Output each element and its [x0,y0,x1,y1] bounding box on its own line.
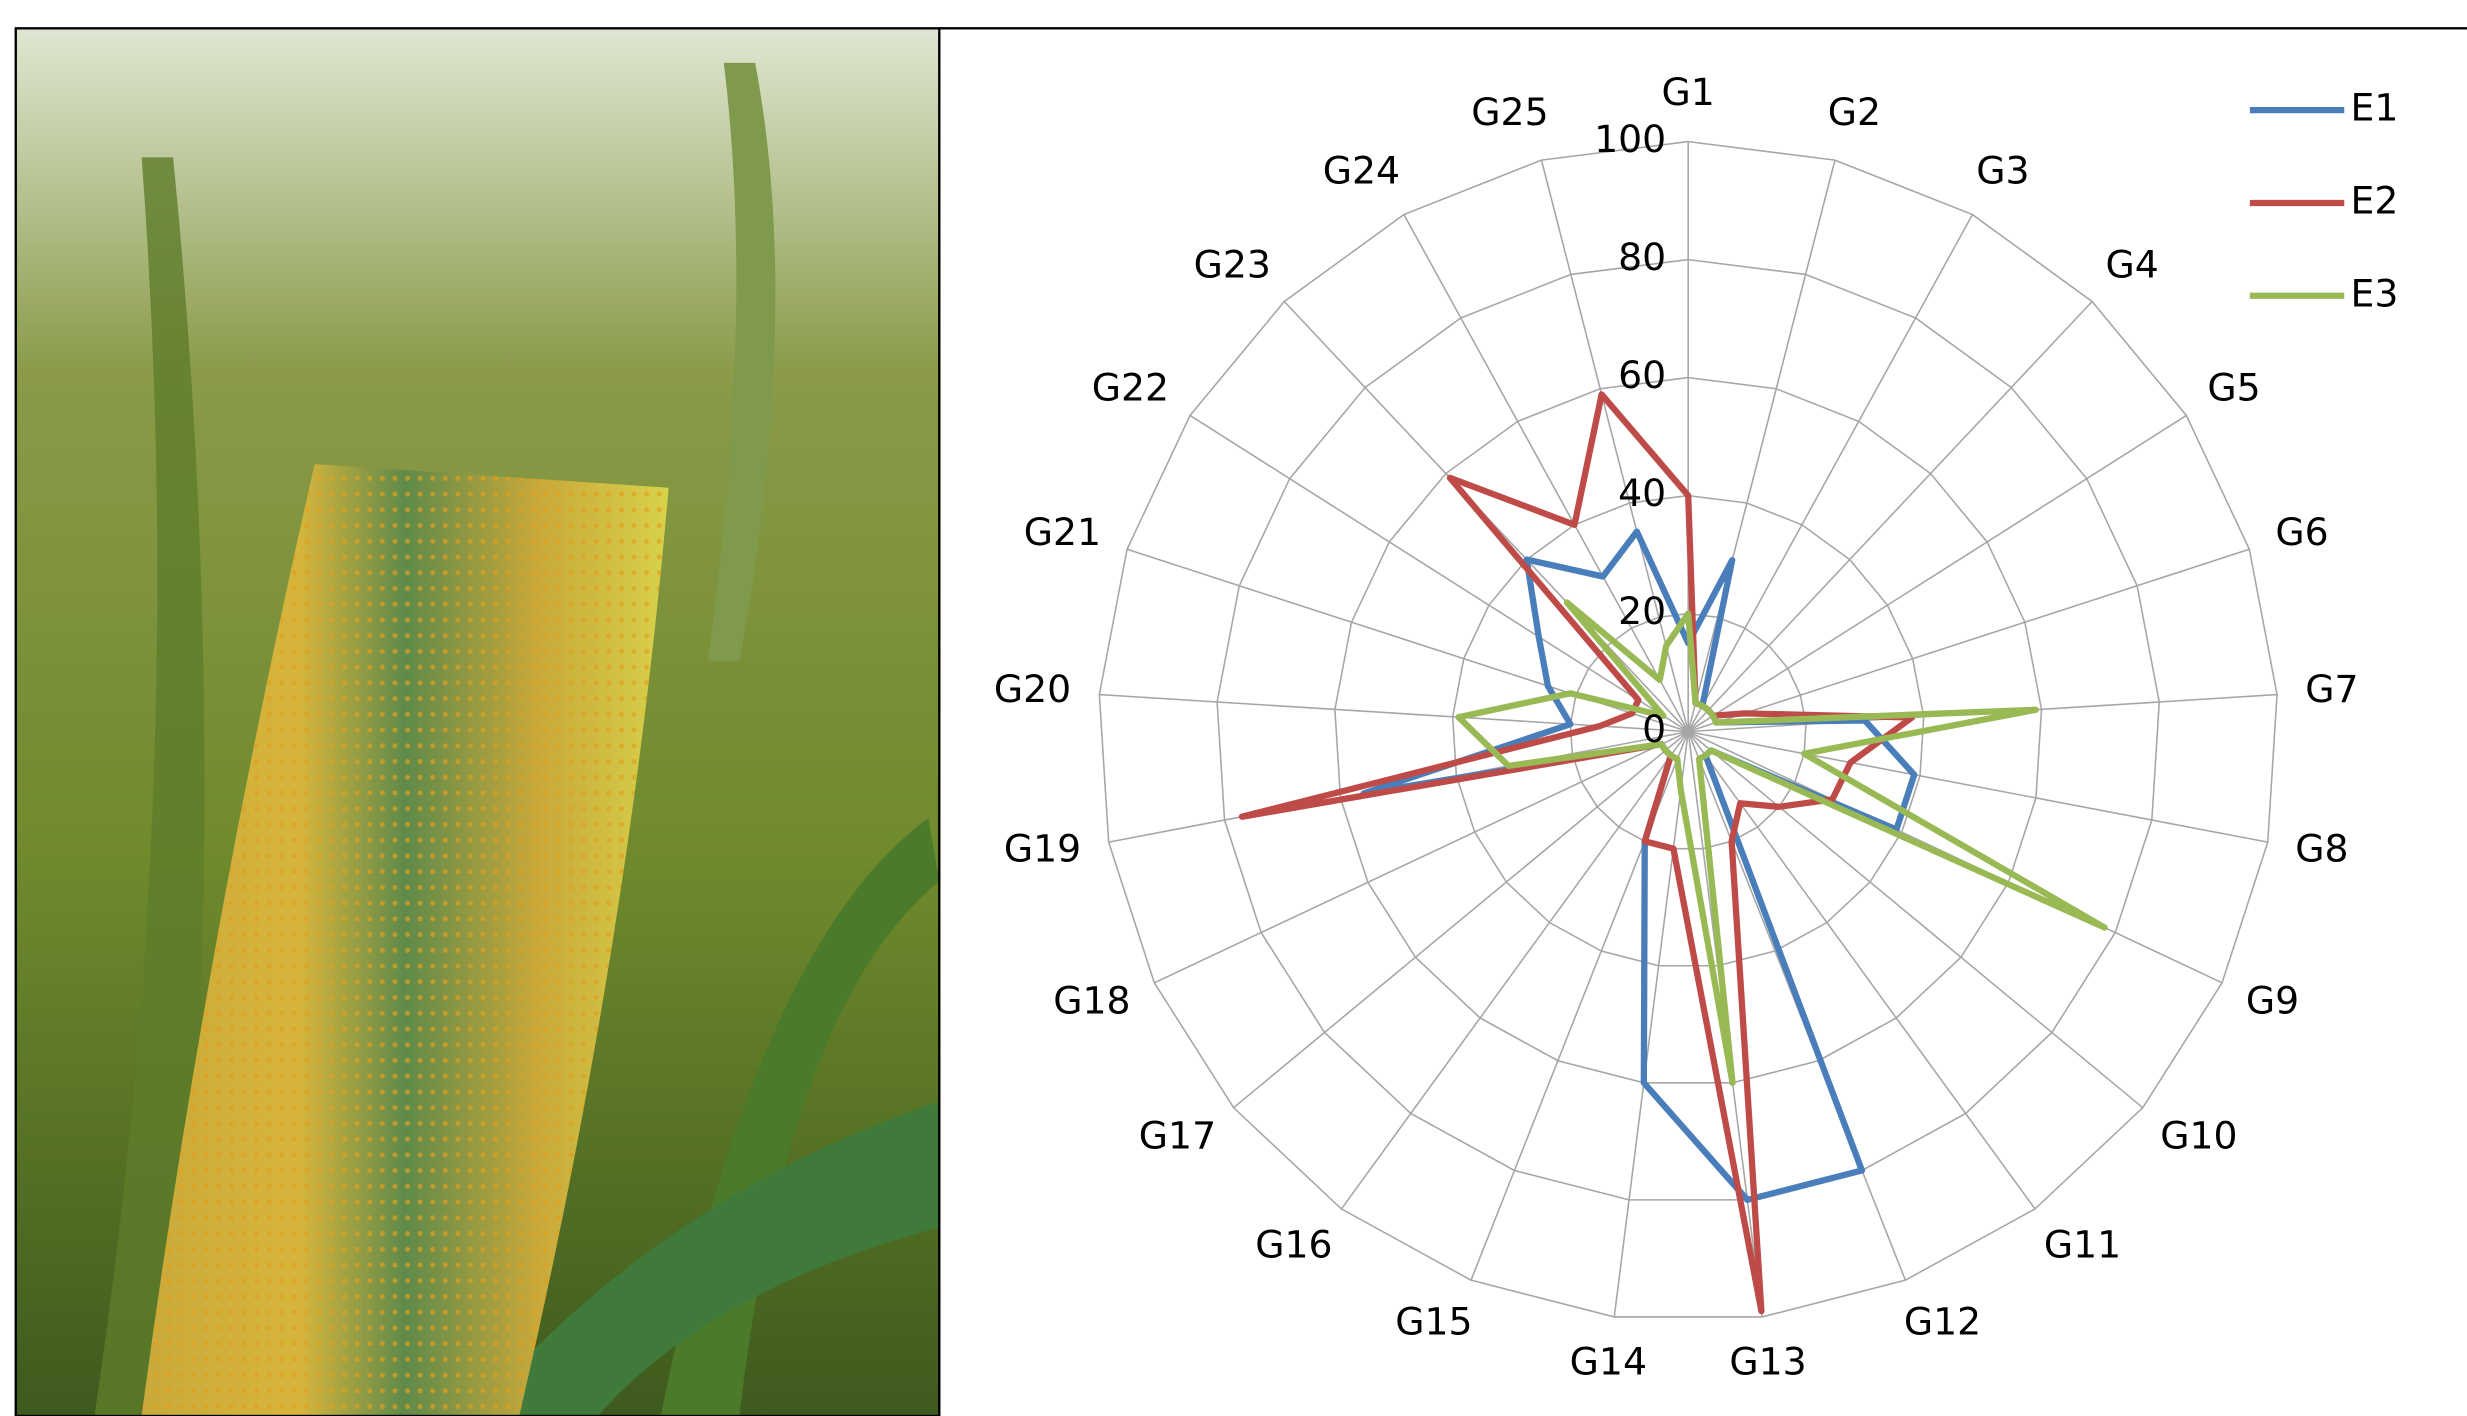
legend-label: E2 [2351,178,2399,222]
spoke [1688,415,2186,731]
category-label: G22 [1092,366,1169,410]
r-tick-label: 80 [1618,235,1666,279]
r-tick-label: 100 [1594,117,1666,161]
legend-label: E1 [2351,86,2399,130]
category-label: G15 [1395,1300,1472,1344]
category-label: G1 [1662,70,1715,114]
category-label: G10 [2160,1113,2237,1157]
spoke [1190,415,1688,731]
series-line [1459,603,2105,1083]
category-label: G19 [1004,826,1081,870]
photo [16,28,940,1416]
category-label: G12 [1904,1300,1981,1344]
r-tick-label: 60 [1618,353,1666,397]
category-label: G7 [2305,667,2358,711]
category-label: G11 [2044,1223,2121,1267]
category-label: G9 [2246,978,2299,1022]
spoke [1688,302,2092,732]
r-tick-label: 0 [1642,707,1666,751]
category-label: G4 [2106,243,2159,287]
category-label: G20 [994,667,1071,711]
r-tick-label: 20 [1618,589,1666,633]
category-label: G16 [1255,1223,1332,1267]
spoke [1688,549,2249,731]
spoke [1688,732,2268,843]
category-label: G5 [2207,366,2260,410]
category-label: G23 [1194,243,1271,287]
category-label: G6 [2275,510,2328,554]
category-label: G21 [1024,510,1101,554]
category-label: G25 [1471,90,1548,134]
category-label: G17 [1139,1113,1216,1157]
category-label: G18 [1053,978,1130,1022]
category-label: G3 [1976,149,2029,193]
category-label: G2 [1828,90,1881,134]
category-label: G24 [1323,149,1400,193]
spoke [1688,160,1835,731]
category-label: G13 [1729,1339,1806,1383]
category-label: G14 [1570,1339,1647,1383]
category-label: G8 [2295,826,2348,870]
screenshot: G1 G2 G3 G4 G5 G6 G7 G8 G9 G10 G11 G12 G13 G14 G15 G16 G… [0,0,2467,1416]
r-tick-label: 40 [1618,471,1666,515]
legend-label: E3 [2351,271,2399,315]
